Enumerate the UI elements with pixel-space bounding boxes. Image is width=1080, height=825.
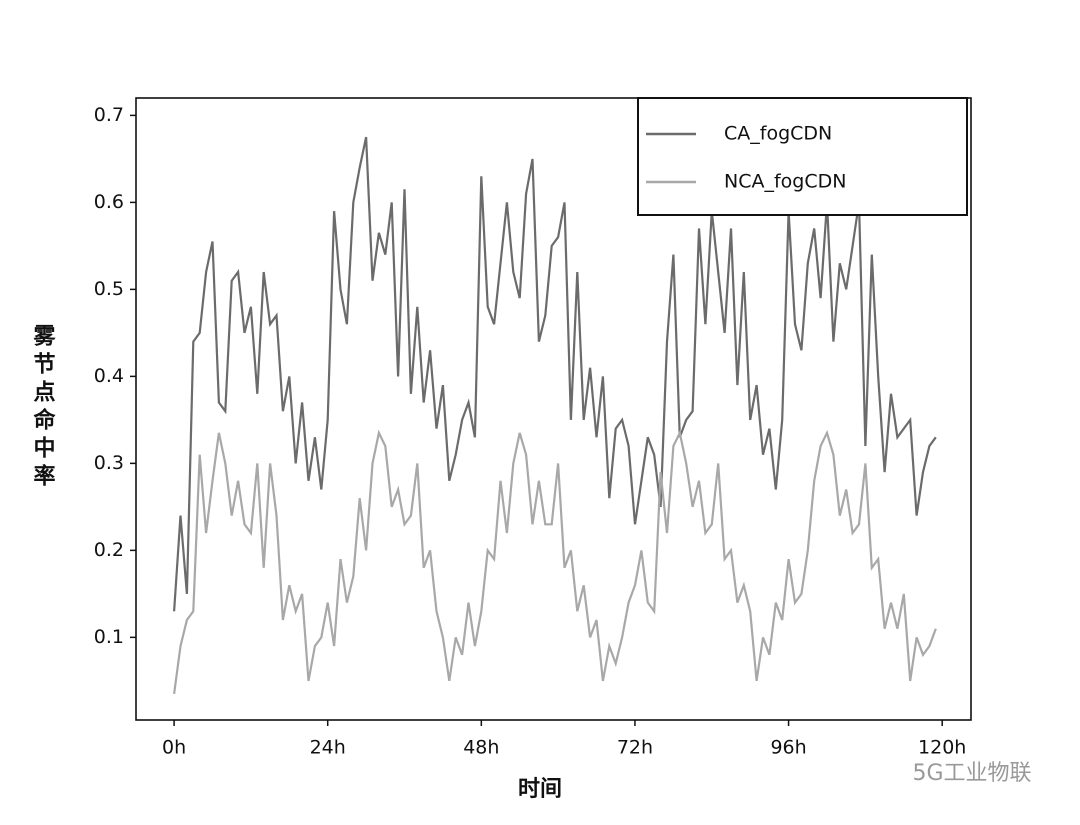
legend-label: NCA_fogCDN — [724, 171, 846, 193]
y-tick-label: 0.7 — [94, 104, 124, 126]
x-tick-label: 120h — [918, 737, 966, 759]
data-line — [173, 429, 937, 695]
y-axis-label: 雾节点命中率 — [30, 324, 56, 492]
x-tick-label: 96h — [770, 737, 806, 759]
x-tick-label: 0h — [162, 737, 186, 759]
x-tick-label: 72h — [617, 737, 653, 759]
y-tick-label: 0.2 — [94, 539, 124, 561]
data-line — [173, 136, 937, 612]
y-tick-label: 0.3 — [94, 452, 124, 474]
watermark: 5G工业物联 — [912, 761, 1031, 786]
legend-box — [637, 97, 968, 216]
x-axis-label: 时间 — [518, 777, 562, 802]
y-tick-label: 0.1 — [94, 626, 124, 648]
y-tick-label: 0.6 — [94, 191, 124, 213]
x-tick-label: 24h — [310, 737, 346, 759]
y-tick-label: 0.5 — [94, 278, 124, 300]
legend-label: CA_fogCDN — [724, 123, 832, 145]
plot-frame — [135, 97, 972, 721]
x-tick-label: 48h — [463, 737, 499, 759]
y-tick-label: 0.4 — [94, 365, 124, 387]
